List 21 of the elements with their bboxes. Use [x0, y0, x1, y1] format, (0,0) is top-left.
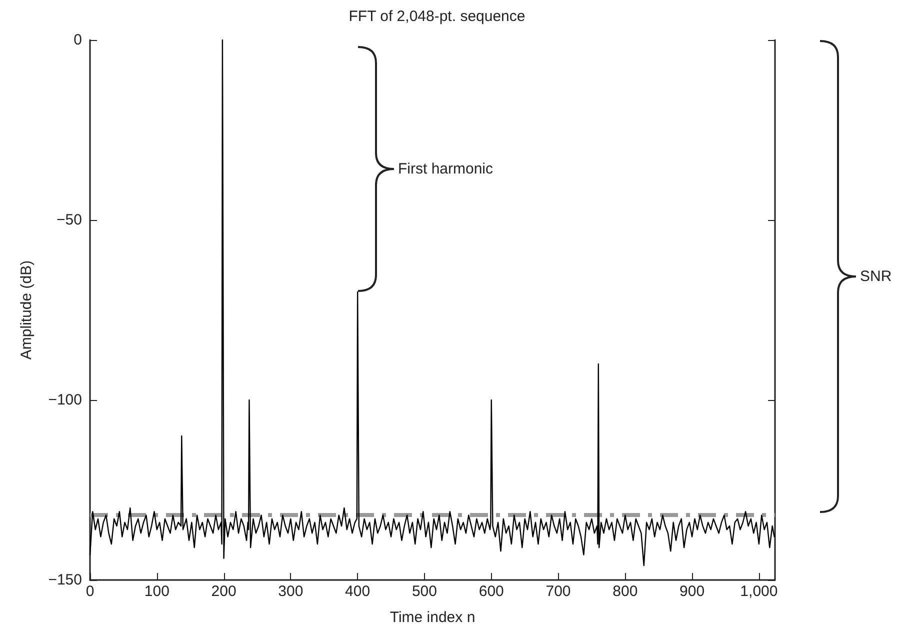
x-tick-label: 300 [278, 583, 304, 600]
y-tick-label: 0 [74, 32, 82, 48]
y-tick-label: −100 [48, 392, 82, 408]
y-tick-label: −50 [56, 212, 82, 228]
x-tick-label: 600 [478, 583, 504, 600]
line-series [89, 39, 775, 566]
annotation: First harmonic [398, 160, 494, 178]
y-axis-title: Amplitude (dB) [18, 260, 35, 360]
text: SNR [860, 268, 892, 285]
chart-title: FFT of 2,048-pt. sequence [348, 8, 526, 25]
x-tick-label: 1,000 [740, 583, 778, 600]
x-tick-label: 200 [211, 583, 236, 600]
x-tick-label: 400 [345, 583, 370, 600]
x-tick-label: 800 [612, 583, 638, 600]
x-axis-title: Time index n [390, 609, 476, 626]
x-tick-label: 500 [412, 583, 437, 600]
x-tick-label: 900 [680, 583, 705, 600]
x-tick-label: 0 [86, 583, 94, 600]
x-tick-label: 700 [546, 583, 571, 600]
y-tick-label: −150 [48, 572, 82, 588]
x-tick-label: 100 [144, 583, 170, 600]
